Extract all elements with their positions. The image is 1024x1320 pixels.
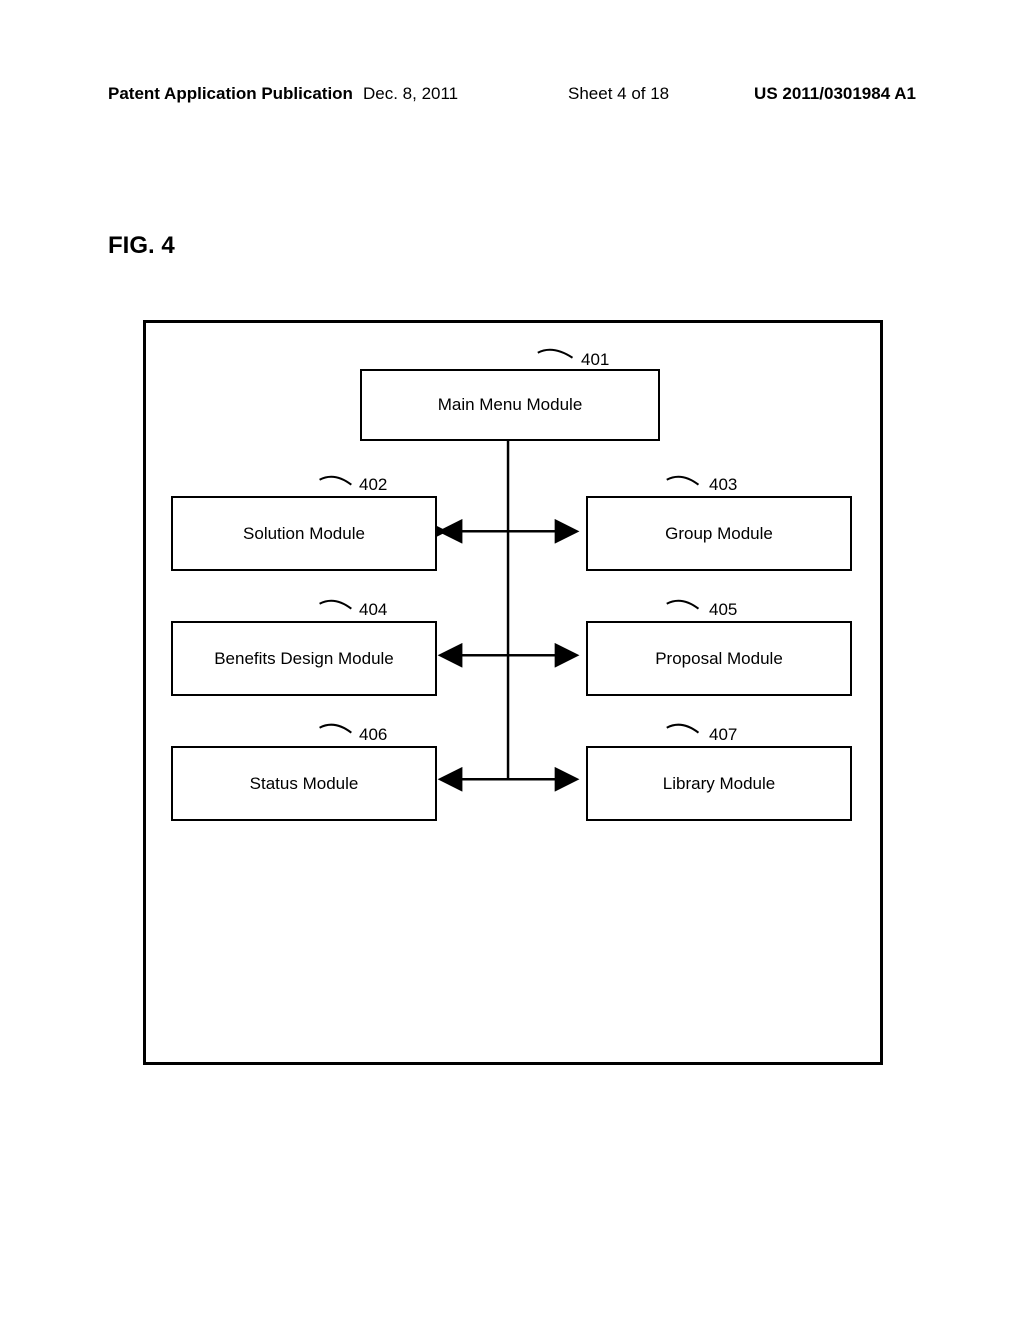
benefits-module-box: Benefits Design Module [171, 621, 437, 696]
header-date: Dec. 8, 2011 [363, 84, 458, 104]
benefits-label: Benefits Design Module [214, 649, 394, 669]
proposal-module-box: Proposal Module [586, 621, 852, 696]
ref-406: 406 [359, 725, 387, 745]
main-menu-label: Main Menu Module [438, 395, 583, 415]
patent-header: Patent Application Publication Dec. 8, 2… [108, 84, 916, 104]
group-label: Group Module [665, 524, 773, 544]
library-label: Library Module [663, 774, 775, 794]
figure-label: FIG. 4 [108, 232, 175, 260]
header-pubno: US 2011/0301984 A1 [754, 84, 916, 104]
solution-module-box: Solution Module [171, 496, 437, 571]
solution-label: Solution Module [243, 524, 365, 544]
status-module-box: Status Module [171, 746, 437, 821]
header-sheet: Sheet 4 of 18 [568, 84, 669, 104]
library-module-box: Library Module [586, 746, 852, 821]
status-label: Status Module [250, 774, 359, 794]
main-menu-module-box: Main Menu Module [360, 369, 660, 441]
ref-403: 403 [709, 475, 737, 495]
group-module-box: Group Module [586, 496, 852, 571]
proposal-label: Proposal Module [655, 649, 783, 669]
ref-404: 404 [359, 600, 387, 620]
ref-401: 401 [581, 350, 609, 370]
diagram-frame: Main Menu Module 401 Solution Module 402… [143, 320, 883, 1065]
ref-407: 407 [709, 725, 737, 745]
ref-402: 402 [359, 475, 387, 495]
ref-405: 405 [709, 600, 737, 620]
header-left: Patent Application Publication [108, 84, 353, 104]
